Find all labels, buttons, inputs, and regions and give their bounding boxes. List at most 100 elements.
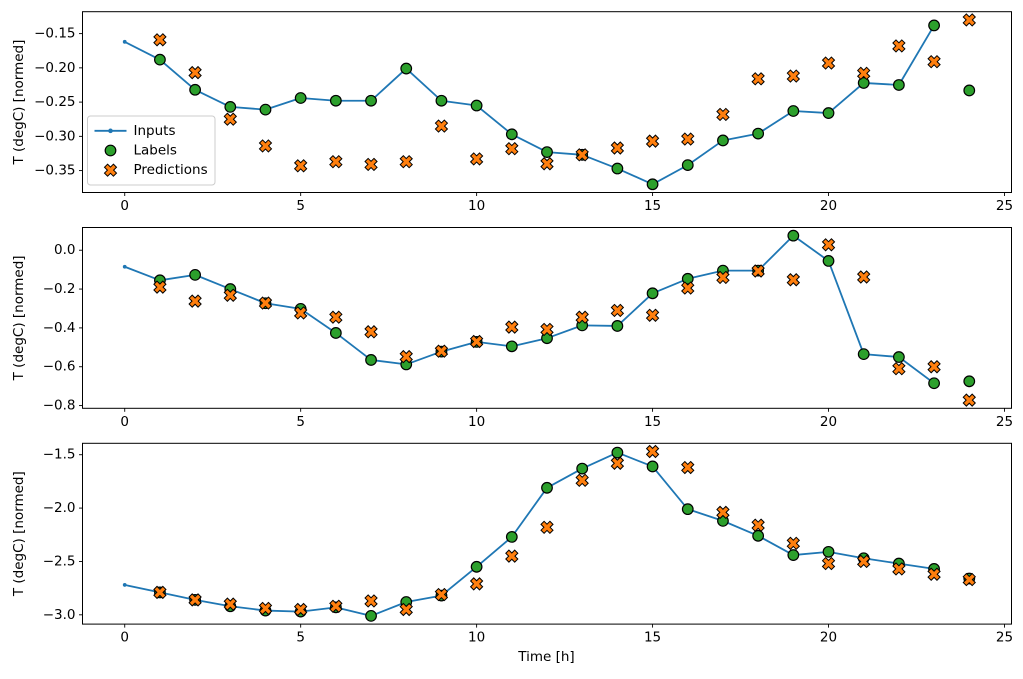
predictions-point xyxy=(153,33,167,47)
labels-point xyxy=(646,287,659,300)
predictions-point xyxy=(786,69,801,83)
labels-point xyxy=(505,340,518,353)
x-tick-label: 25 xyxy=(996,414,1013,430)
predictions-point xyxy=(153,280,167,294)
x-axis-ticks: 0 5 10 15 20 25 xyxy=(120,192,1013,214)
y-tick-label: −0.6 xyxy=(43,359,76,375)
labels-markers xyxy=(154,446,976,622)
predictions-point xyxy=(329,599,343,613)
y-tick-label: −0.30 xyxy=(34,128,75,144)
predictions-point xyxy=(892,562,906,576)
labels-point xyxy=(892,351,905,363)
predictions-point xyxy=(681,460,695,475)
predictions-point xyxy=(329,310,343,324)
labels-point xyxy=(470,560,483,573)
predictions-point xyxy=(399,349,413,364)
y-tick-label: −0.4 xyxy=(43,320,76,336)
predictions-point xyxy=(258,139,273,153)
predictions-point xyxy=(188,65,202,80)
predictions-point xyxy=(716,505,730,520)
labels-point xyxy=(611,162,624,175)
inputs-line xyxy=(124,234,935,384)
legend-label-inputs: Inputs xyxy=(134,123,176,139)
predictions-point xyxy=(927,567,941,581)
labels-point xyxy=(822,545,835,558)
y-tick-label: −0.15 xyxy=(34,26,75,42)
x-tick-label: 20 xyxy=(820,198,837,214)
legend-label-labels: Labels xyxy=(134,143,177,159)
labels-point xyxy=(963,375,976,388)
inputs-line xyxy=(124,451,935,617)
subplot-1: −0.15 −0.20 −0.25 −0.30 −0.35 0 5 10 15 20 25 T (de… xyxy=(11,11,1013,214)
inputs-point xyxy=(122,583,127,587)
predictions-point xyxy=(575,148,589,162)
predictions-point xyxy=(751,518,765,532)
predictions-point xyxy=(364,594,378,608)
legend-label-predictions: Predictions xyxy=(134,162,208,178)
labels-point xyxy=(224,100,237,113)
labels-point xyxy=(752,529,765,542)
predictions-point xyxy=(505,320,519,334)
predictions-point xyxy=(821,56,836,70)
predictions-point xyxy=(469,334,484,349)
labels-point xyxy=(681,272,694,285)
x-axis-label: Time [h] xyxy=(518,649,575,665)
predictions-point xyxy=(962,572,976,587)
inputs-point xyxy=(122,264,127,269)
axes-frame xyxy=(82,442,1012,625)
y-tick-label: −0.35 xyxy=(34,163,75,179)
predictions-point xyxy=(258,296,273,310)
legend-labels-sample xyxy=(104,144,117,157)
predictions-point xyxy=(469,577,484,591)
predictions-point xyxy=(540,520,554,535)
predictions-point xyxy=(293,602,308,617)
y-axis-ticks: 0.0 −0.2 −0.4 −0.6 −0.8 xyxy=(43,242,83,414)
predictions-point xyxy=(434,119,449,133)
y-tick-label: 0.0 xyxy=(54,242,75,258)
y-tick-label: −2.5 xyxy=(43,553,76,569)
x-axis-ticks: 0 5 10 15 20 25 xyxy=(120,408,1013,430)
labels-markers xyxy=(154,229,976,390)
predictions-point xyxy=(329,154,343,169)
predictions-point xyxy=(540,322,554,337)
predictions-point xyxy=(399,602,413,617)
labels-point xyxy=(822,107,835,119)
subplot-2: 0.0 −0.2 −0.4 −0.6 −0.8 0 5 10 15 20 25 T (degC) [n… xyxy=(11,227,1013,430)
labels-point xyxy=(259,103,272,116)
labels-point xyxy=(681,159,694,172)
inputs-line xyxy=(124,24,935,186)
labels-point xyxy=(505,531,518,543)
predictions-point xyxy=(645,308,660,322)
predictions-point xyxy=(575,473,589,488)
labels-point xyxy=(576,462,589,475)
predictions-point xyxy=(540,157,554,171)
x-tick-label: 0 xyxy=(120,630,129,646)
predictions-point xyxy=(856,554,871,569)
predictions-point xyxy=(962,393,976,407)
predictions-point xyxy=(821,238,836,252)
predictions-point xyxy=(786,536,801,551)
labels-point xyxy=(470,99,483,112)
predictions-point xyxy=(188,294,202,308)
labels-point xyxy=(963,84,976,97)
y-tick-label: −3.0 xyxy=(43,607,76,623)
predictions-point xyxy=(645,444,660,459)
predictions-point xyxy=(645,134,660,148)
labels-point xyxy=(717,134,729,147)
labels-point xyxy=(822,254,835,267)
y-tick-label: −0.20 xyxy=(34,60,75,76)
legend-box xyxy=(87,115,216,186)
predictions-markers xyxy=(153,238,976,407)
x-tick-label: 20 xyxy=(820,630,837,646)
x-tick-label: 5 xyxy=(296,198,305,214)
labels-point xyxy=(189,268,202,281)
predictions-point xyxy=(892,361,906,376)
y-axis-ticks: −1.5 −2.0 −2.5 −3.0 xyxy=(43,447,83,623)
predictions-markers xyxy=(153,444,976,617)
labels-point xyxy=(611,446,624,459)
labels-point xyxy=(189,83,202,96)
y-tick-label: −2.0 xyxy=(43,500,76,516)
y-axis-ticks: −0.15 −0.20 −0.25 −0.30 −0.35 xyxy=(34,26,83,179)
